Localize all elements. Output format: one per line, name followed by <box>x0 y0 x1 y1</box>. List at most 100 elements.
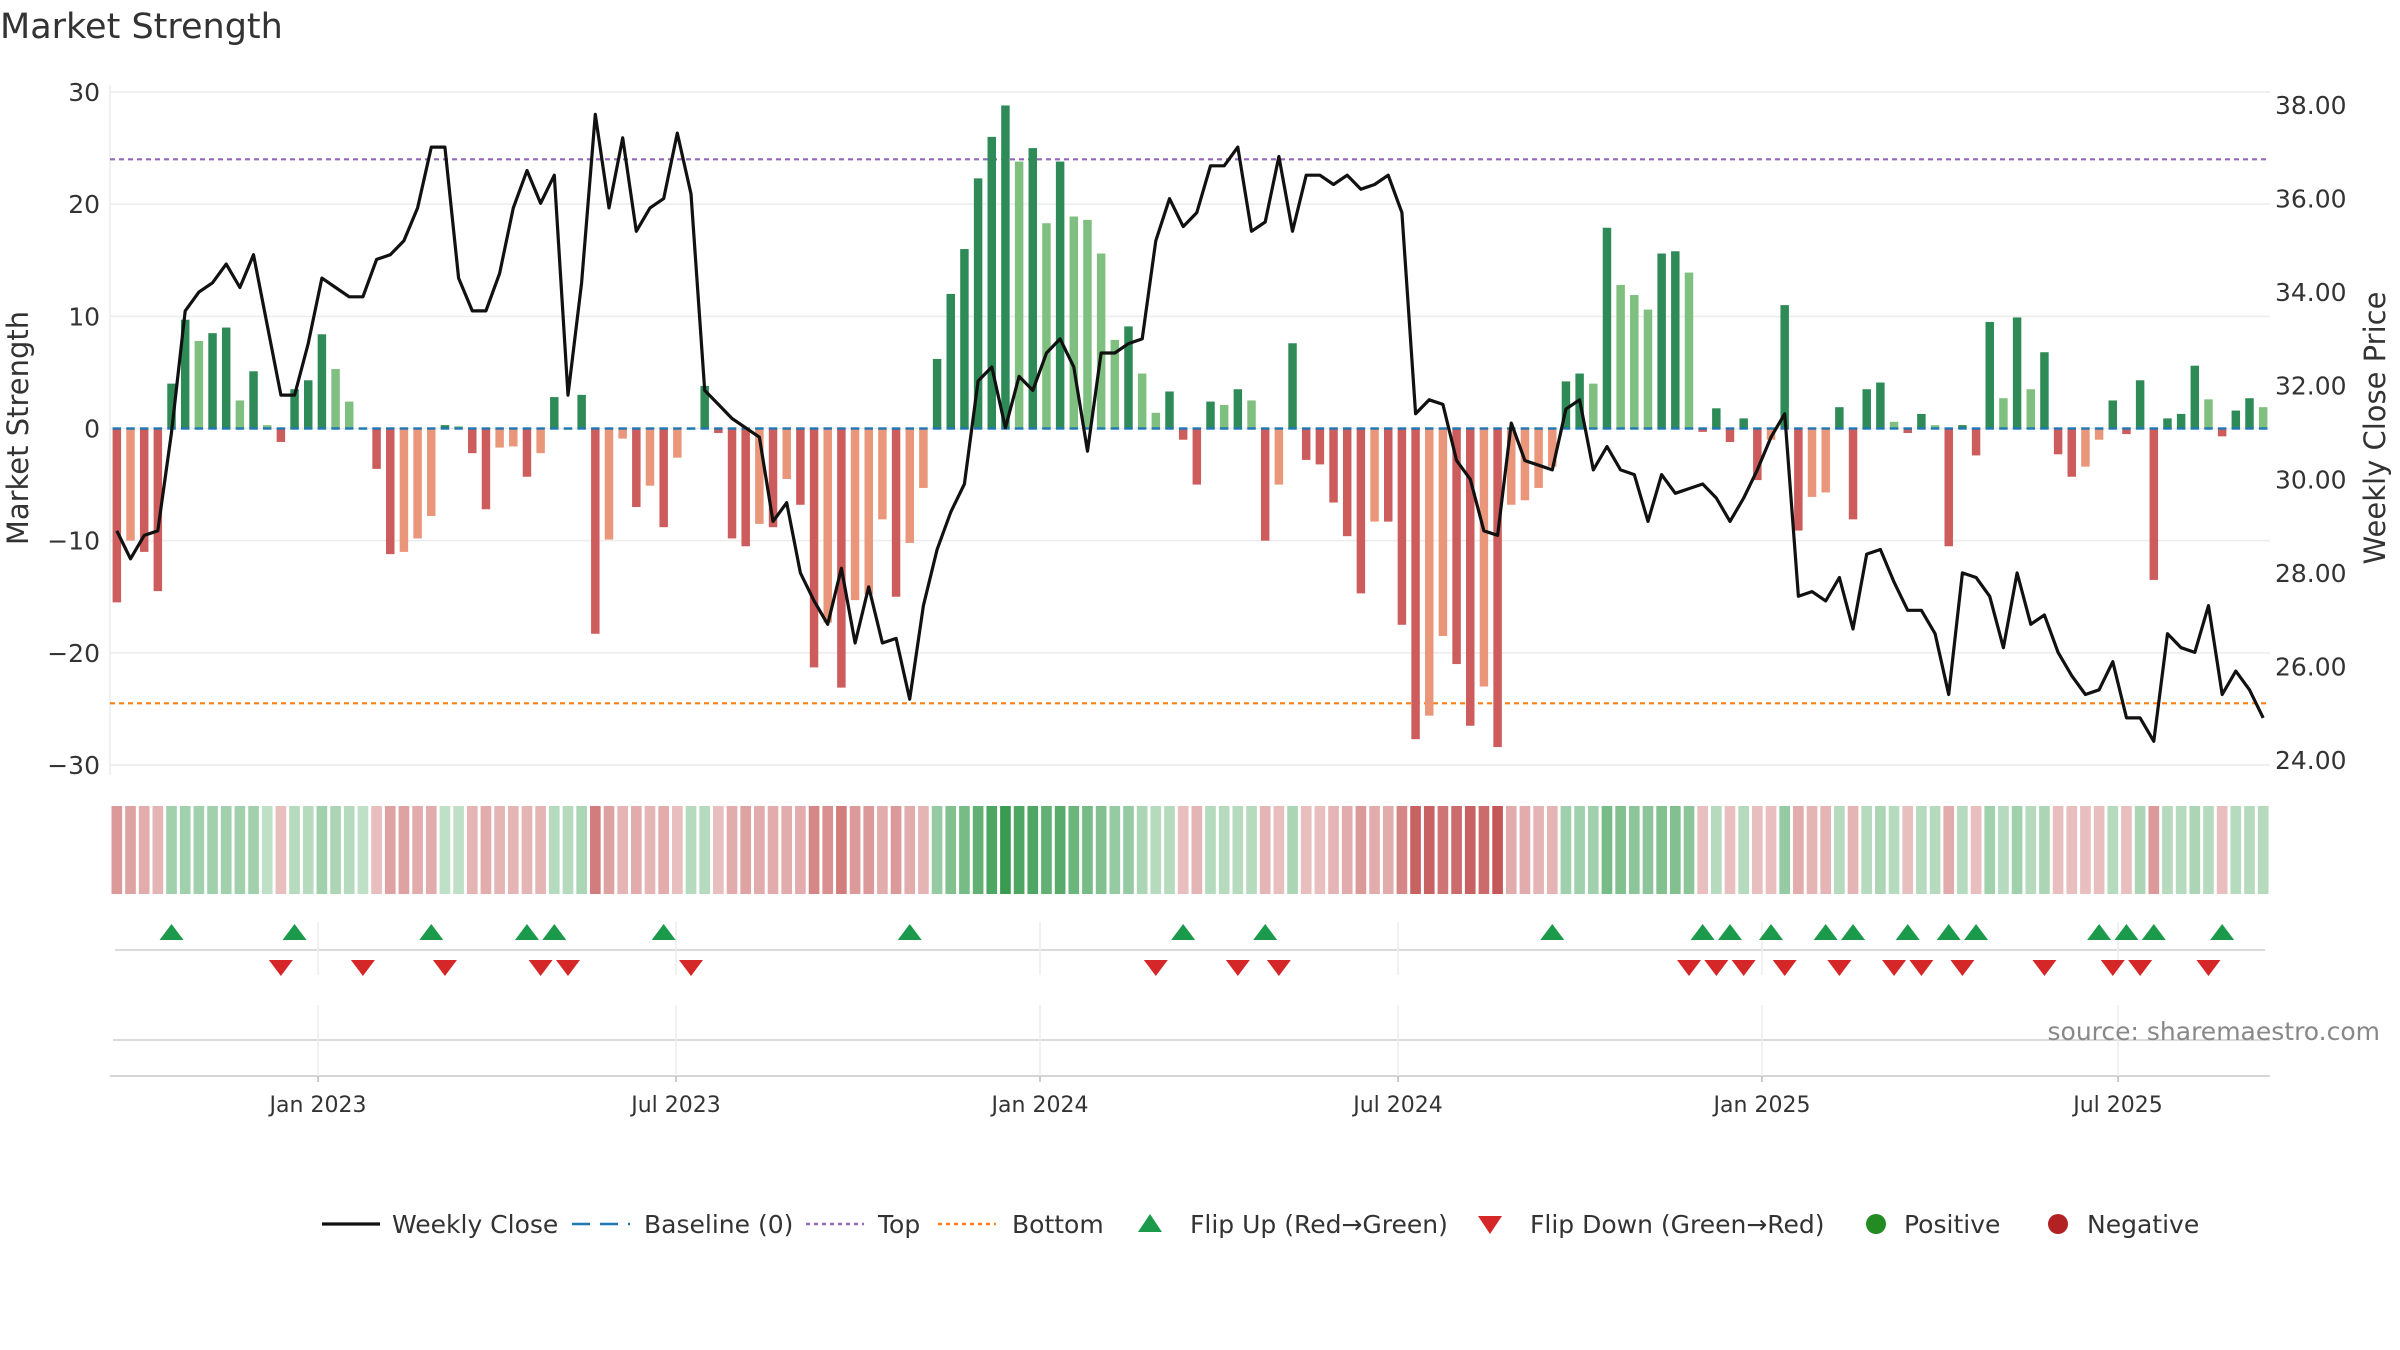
flip-up-marker <box>1936 924 1961 940</box>
strength-bar <box>645 428 655 486</box>
strength-bar <box>1356 428 1366 594</box>
band-cell <box>1082 806 1093 894</box>
strength-bar <box>249 371 258 429</box>
band-cell <box>1300 806 1312 894</box>
strength-bar <box>262 425 272 429</box>
strength-bar <box>632 428 641 508</box>
flip-down-marker <box>1143 960 1168 976</box>
band-cell <box>1533 806 1544 894</box>
band-cell <box>2257 806 2269 894</box>
strength-bar <box>2040 352 2049 429</box>
band-cell <box>1423 806 1435 894</box>
band-cell <box>2244 806 2255 894</box>
strength-bar <box>960 249 969 429</box>
band-cell <box>1519 806 1531 894</box>
strength-bar <box>905 428 914 543</box>
band-cell <box>548 806 560 894</box>
strength-bar <box>1821 428 1830 493</box>
right-tick-label: 36.00 <box>2275 185 2347 214</box>
strength-bar <box>1548 428 1557 467</box>
band-cell <box>1410 806 1421 894</box>
strength-bar <box>345 401 354 429</box>
band-cell <box>1328 806 1339 894</box>
strength-bar <box>1069 216 1079 429</box>
band-cell <box>630 806 642 894</box>
strength-bar <box>180 319 190 429</box>
strength-bar <box>399 428 409 552</box>
band-cell <box>754 806 765 894</box>
flip-up-marker <box>1841 924 1866 940</box>
strength-bar <box>987 136 997 429</box>
strength-bar <box>1739 418 1748 429</box>
band-cell <box>1273 806 1285 894</box>
strength-bar <box>809 428 819 668</box>
strength-bar <box>1507 428 1516 505</box>
flip-up-marker <box>1813 924 1838 940</box>
strength-bar <box>2204 399 2213 429</box>
strength-bar <box>1165 391 1174 429</box>
band-cell <box>152 806 164 894</box>
band-cell <box>1615 806 1626 894</box>
strength-bar <box>659 428 668 528</box>
band-cell <box>1369 806 1380 894</box>
left-axis-ticks: 30 20 10 0 −10 −20 −30 <box>47 78 100 780</box>
strength-bar <box>1561 381 1571 429</box>
band-cell <box>261 806 273 894</box>
band-cell <box>535 806 546 894</box>
strength-bar <box>919 428 928 488</box>
band-cell <box>507 806 519 894</box>
band-cell <box>1505 806 1517 894</box>
right-tick-label: 38.00 <box>2275 91 2347 120</box>
band-cell <box>644 806 656 894</box>
flip-down-marker <box>555 960 580 976</box>
flip-down-marker <box>1225 960 1250 976</box>
strength-bar <box>1794 428 1803 531</box>
band-cell <box>425 806 437 894</box>
right-tick-label: 30.00 <box>2275 465 2347 494</box>
flip-up-marker <box>2141 924 2166 940</box>
band-cell <box>1177 806 1189 894</box>
strength-bar <box>2122 428 2131 435</box>
strength-bar <box>973 178 983 429</box>
band-cell <box>1957 806 1968 894</box>
strength-bar <box>768 428 778 528</box>
band-cell <box>234 806 246 894</box>
flip-up-marker <box>159 924 184 940</box>
band-cell <box>1683 806 1695 894</box>
band-cell <box>1724 806 1736 894</box>
strength-bar <box>1985 321 1994 429</box>
band-cell <box>863 806 875 894</box>
right-tick-label: 28.00 <box>2275 559 2347 588</box>
band-cell <box>179 806 191 894</box>
band-cell <box>480 806 492 894</box>
strength-bar <box>1602 227 1612 429</box>
band-cell <box>2134 806 2146 894</box>
strength-bar <box>2053 428 2063 455</box>
legend-swatch <box>1138 1214 1162 1232</box>
flip-up-marker <box>1540 924 1565 940</box>
left-tick-label: 30 <box>68 78 100 107</box>
band-cell <box>1287 806 1298 894</box>
strength-bar <box>2176 413 2186 429</box>
band-cell <box>986 806 998 894</box>
flip-up-marker <box>1718 924 1742 940</box>
strength-bar <box>1001 105 1010 429</box>
band-cell <box>2189 806 2201 894</box>
band-cell <box>822 806 834 894</box>
strength-bar <box>2135 380 2145 429</box>
flip-down-marker <box>432 960 457 976</box>
strength-bar <box>1178 428 1188 440</box>
strength-bar <box>1835 407 1844 429</box>
band-cell <box>1382 806 1394 894</box>
flip-down-marker <box>2100 960 2125 976</box>
legend-swatch <box>1478 1216 1502 1234</box>
strength-bar <box>1206 401 1215 429</box>
flip-down-marker <box>1731 960 1756 976</box>
strength-bar <box>1917 413 1926 429</box>
band-cell <box>1875 806 1886 894</box>
band-cell <box>1464 806 1476 894</box>
band-cell <box>685 806 697 894</box>
strength-bar <box>1397 428 1407 625</box>
strength-bar <box>1753 428 1762 481</box>
left-tick-label: −10 <box>47 527 100 556</box>
